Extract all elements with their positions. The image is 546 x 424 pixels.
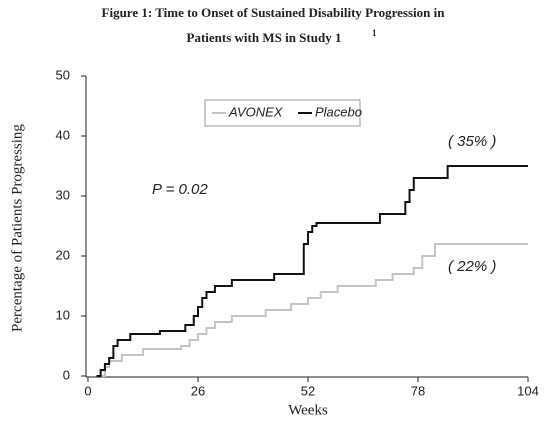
y-tick-label: 30 (56, 187, 70, 202)
annotation: ( 22% ) (448, 258, 496, 275)
annotation: P = 0.02 (152, 181, 208, 198)
x-axis-label: Weeks (288, 402, 328, 418)
chart-title: Patients with MS in Study 1 (187, 30, 342, 45)
title-superscript: 1 (372, 28, 377, 38)
y-tick-label: 40 (56, 127, 70, 142)
legend-label: Placebo (315, 104, 362, 119)
y-tick-label: 50 (56, 67, 70, 82)
annotation: ( 35% ) (448, 133, 496, 150)
x-tick-label: 104 (517, 383, 539, 398)
x-tick-label: 52 (301, 383, 315, 398)
legend-box (204, 99, 361, 127)
y-tick-label: 10 (56, 307, 70, 322)
y-tick-label: 0 (63, 367, 70, 382)
y-axis-label: Percentage of Patients Progressing (9, 124, 25, 332)
x-tick-label: 0 (84, 383, 91, 398)
x-tick-label: 26 (191, 383, 205, 398)
chart-title: Figure 1: Time to Onset of Sustained Dis… (102, 5, 446, 20)
legend-label: AVONEX (228, 104, 284, 119)
series-line (96, 165, 528, 377)
series-line (100, 243, 528, 377)
x-tick-label: 78 (411, 383, 425, 398)
y-tick-label: 20 (56, 247, 70, 262)
